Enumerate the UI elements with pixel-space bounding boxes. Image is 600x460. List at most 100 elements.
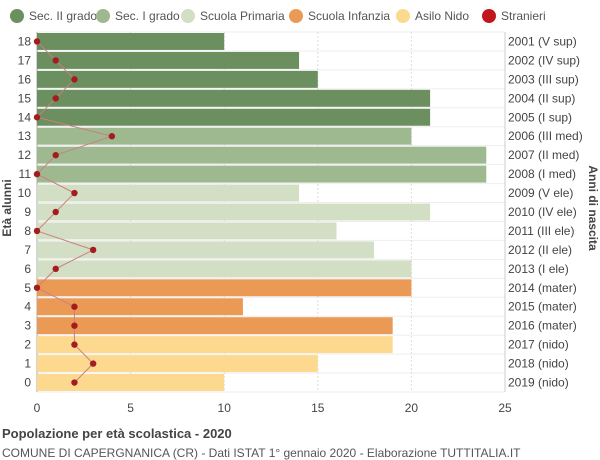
birth-year-tick-label: 2006 (III med) bbox=[508, 129, 583, 143]
legend-label: Asilo Nido bbox=[415, 9, 469, 23]
legend-item: Stranieri bbox=[482, 9, 546, 23]
legend-label: Scuola Primaria bbox=[200, 9, 285, 23]
birth-year-tick-label: 2018 (nido) bbox=[508, 357, 569, 371]
x-tick-label: 0 bbox=[34, 401, 41, 415]
birth-year-tick-label: 2016 (mater) bbox=[508, 319, 577, 333]
bar bbox=[37, 260, 412, 278]
age-tick-label: 13 bbox=[18, 129, 32, 143]
stranieri-point bbox=[52, 95, 59, 102]
y-axis-title-left: Età alunni bbox=[0, 179, 14, 236]
stranieri-point bbox=[33, 227, 41, 235]
legend-marker bbox=[96, 9, 110, 23]
birth-year-tick-label: 2015 (mater) bbox=[508, 300, 577, 314]
bar bbox=[37, 51, 300, 69]
birth-year-tick-label: 2003 (III sup) bbox=[508, 72, 579, 86]
legend-item: Sec. II grado bbox=[10, 9, 97, 23]
bar bbox=[37, 33, 225, 50]
birth-year-tick-label: 2019 (nido) bbox=[508, 376, 569, 390]
stranieri-point bbox=[33, 284, 41, 291]
stranieri-line bbox=[33, 38, 116, 386]
y-axis-title-right: Anni di nascita bbox=[586, 165, 600, 251]
age-tick-label: 12 bbox=[18, 148, 32, 162]
birth-year-tick-label: 2007 (II med) bbox=[508, 148, 579, 162]
birth-year-tick-label: 2009 (V ele) bbox=[508, 186, 573, 200]
birth-year-tick-label: 2014 (mater) bbox=[508, 281, 577, 295]
chart-subtitle: COMUNE DI CAPERGNANICA (CR) - Dati ISTAT… bbox=[2, 446, 521, 460]
stranieri-point bbox=[108, 133, 116, 140]
age-tick-label: 15 bbox=[18, 91, 32, 105]
bar bbox=[37, 184, 300, 202]
stranieri-point bbox=[52, 57, 59, 64]
age-tick-label: 2 bbox=[24, 338, 31, 352]
chart-title: Popolazione per età scolastica - 2020 bbox=[2, 426, 232, 441]
age-tick-label: 17 bbox=[18, 53, 32, 67]
age-tick-label: 18 bbox=[18, 34, 32, 48]
stranieri-point bbox=[71, 341, 78, 348]
stranieri-point bbox=[89, 246, 97, 254]
age-tick-label: 8 bbox=[24, 224, 31, 238]
birth-year-tick-label: 2012 (II ele) bbox=[508, 243, 572, 257]
age-tick-label: 5 bbox=[24, 281, 31, 295]
stranieri-point bbox=[71, 189, 78, 197]
bar bbox=[37, 127, 412, 145]
age-tick-label: 4 bbox=[24, 300, 31, 314]
stranieri-point bbox=[52, 151, 59, 159]
legend-label: Sec. I grado bbox=[115, 9, 180, 23]
bar bbox=[37, 317, 393, 335]
bar bbox=[37, 70, 318, 88]
stranieri-point bbox=[71, 322, 78, 329]
birth-year-tick-label: 2013 (I ele) bbox=[508, 262, 569, 276]
bar bbox=[37, 146, 487, 164]
stranieri-point bbox=[89, 360, 97, 367]
x-tick-label: 15 bbox=[311, 401, 325, 415]
stranieri-point bbox=[52, 265, 59, 273]
x-tick-label: 10 bbox=[218, 401, 232, 415]
birth-year-tick-label: 2001 (V sup) bbox=[508, 34, 577, 48]
legend-item: Scuola Primaria bbox=[181, 9, 285, 23]
x-tick-label: 20 bbox=[405, 401, 419, 415]
birth-year-tick-label: 2011 (III ele) bbox=[508, 224, 574, 238]
age-tick-label: 6 bbox=[24, 262, 31, 276]
bar bbox=[37, 336, 393, 354]
bar bbox=[37, 222, 337, 240]
age-tick-label: 10 bbox=[18, 186, 32, 200]
legend-label: Sec. II grado bbox=[29, 9, 97, 23]
bar bbox=[37, 279, 412, 297]
birth-year-tick-label: 2005 (I sup) bbox=[508, 110, 572, 124]
bar bbox=[37, 203, 431, 221]
stranieri-point bbox=[71, 303, 78, 310]
age-tick-label: 14 bbox=[18, 110, 32, 124]
age-tick-label: 11 bbox=[19, 167, 32, 181]
age-tick-label: 1 bbox=[24, 357, 31, 371]
age-tick-label: 0 bbox=[24, 376, 31, 390]
bar bbox=[37, 355, 318, 373]
birth-year-tick-label: 2017 (nido) bbox=[508, 338, 569, 352]
stranieri-point bbox=[33, 38, 41, 45]
age-tick-label: 9 bbox=[24, 205, 31, 219]
stranieri-point bbox=[52, 208, 59, 216]
bar bbox=[37, 298, 243, 316]
legend-marker bbox=[482, 9, 496, 23]
x-tick-label: 25 bbox=[498, 401, 512, 415]
age-tick-label: 16 bbox=[18, 72, 32, 86]
bar bbox=[37, 108, 431, 126]
stranieri-point bbox=[33, 170, 41, 178]
legend-item: Asilo Nido bbox=[396, 9, 469, 23]
legend-marker bbox=[396, 9, 410, 23]
bar bbox=[37, 89, 431, 107]
legend-label: Stranieri bbox=[501, 9, 546, 23]
legend-marker bbox=[181, 9, 195, 23]
age-tick-label: 3 bbox=[24, 319, 31, 333]
legend-marker bbox=[10, 9, 24, 23]
stranieri-point bbox=[71, 76, 78, 83]
stranieri-point bbox=[71, 379, 78, 386]
stranieri-point bbox=[33, 114, 41, 121]
birth-year-tick-label: 2004 (II sup) bbox=[508, 91, 575, 105]
legend: Sec. II grado Sec. I grado Scuola Primaria… bbox=[10, 9, 546, 23]
x-tick-label: 5 bbox=[127, 401, 134, 415]
legend-marker bbox=[289, 9, 303, 23]
age-tick-label: 7 bbox=[24, 243, 31, 257]
birth-year-tick-label: 2002 (IV sup) bbox=[508, 53, 580, 67]
bars bbox=[37, 33, 487, 391]
